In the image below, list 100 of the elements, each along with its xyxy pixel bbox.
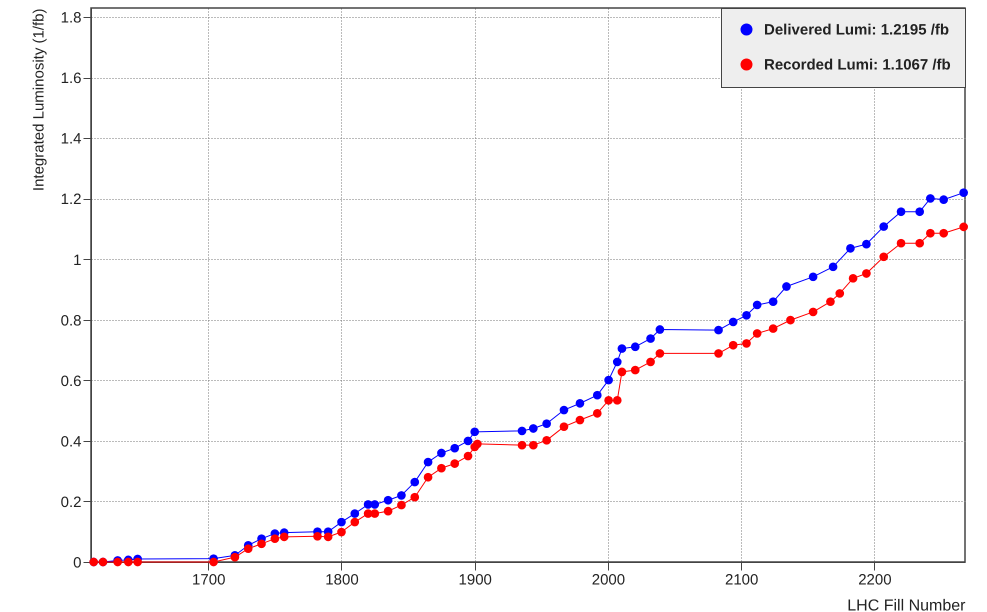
y-tick-label: 1.8: [60, 10, 82, 27]
point: [959, 188, 968, 197]
y-tick-label: 0.2: [60, 494, 82, 511]
point: [337, 518, 346, 526]
legend-label: Recorded Lumi: 1.1067 /fb: [764, 56, 951, 74]
point: [846, 244, 855, 253]
point: [939, 195, 948, 204]
point: [518, 440, 526, 450]
point: [397, 500, 406, 510]
y-tick-label: 0.8: [60, 312, 82, 330]
point: [560, 422, 568, 431]
point: [862, 240, 871, 248]
point: [384, 496, 392, 505]
point: [742, 339, 751, 348]
point: [848, 274, 858, 283]
point: [313, 532, 322, 541]
point: [752, 300, 762, 310]
point: [604, 376, 613, 384]
point: [592, 390, 602, 400]
point: [410, 492, 420, 502]
point: [714, 326, 723, 334]
point: [324, 532, 332, 542]
point: [424, 458, 432, 466]
point: [939, 228, 948, 238]
point: [656, 325, 664, 334]
y-tick-label: 1.6: [60, 70, 82, 88]
point: [450, 459, 460, 468]
point: [437, 464, 446, 472]
point: [835, 289, 844, 298]
point: [270, 534, 280, 544]
point: [828, 262, 838, 272]
y-tick-label: 0: [73, 554, 82, 572]
point: [257, 540, 266, 548]
x-tick-label: 1900: [458, 572, 492, 588]
point: [879, 222, 888, 231]
point: [786, 316, 795, 324]
point: [959, 222, 968, 232]
legend-label: Delivered Lumi: 1.2195 /fb: [764, 22, 950, 38]
point: [410, 478, 420, 486]
point: [612, 396, 622, 405]
point: [424, 472, 432, 482]
x-tick-label: 2000: [592, 572, 626, 588]
point: [612, 358, 622, 366]
point: [604, 396, 613, 405]
y-axis-title: Integrated Luminosity (1/fb): [30, 8, 48, 192]
point: [473, 440, 482, 448]
point: [464, 452, 472, 460]
y-tick-label: 1.4: [60, 130, 82, 148]
y-tick-label: 1: [73, 252, 82, 269]
point: [915, 238, 924, 248]
point: [656, 349, 664, 358]
point: [714, 349, 723, 358]
point: [133, 558, 142, 566]
point: [646, 358, 655, 366]
point: [450, 444, 460, 452]
point: [728, 340, 738, 350]
point: [464, 436, 472, 446]
point: [646, 334, 655, 343]
point: [618, 344, 626, 353]
point: [350, 518, 360, 526]
point: [280, 532, 289, 542]
x-tick-label: 2100: [724, 572, 758, 588]
y-tick-label: 0.4: [60, 433, 82, 450]
point: [926, 228, 935, 238]
point: [397, 491, 406, 500]
point: [896, 238, 906, 248]
point: [915, 207, 924, 216]
point: [529, 440, 538, 450]
point: [576, 399, 584, 408]
point: [728, 318, 738, 326]
x-axis-title: LHC Fill Number: [847, 598, 966, 612]
point: [808, 272, 818, 282]
point: [742, 310, 751, 320]
point: [529, 424, 538, 433]
y-tick-label: 0.6: [60, 372, 82, 390]
y-tick-label: 1.2: [60, 191, 82, 208]
point: [370, 509, 380, 518]
x-tick-label: 1800: [325, 572, 359, 588]
point: [862, 269, 871, 278]
x-tick-label: 2200: [858, 572, 892, 588]
point: [630, 342, 640, 352]
point: [879, 252, 888, 262]
point: [542, 419, 551, 428]
point: [209, 558, 218, 566]
point: [752, 329, 762, 338]
point: [560, 406, 568, 414]
point: [337, 528, 346, 536]
point: [808, 308, 818, 316]
point: [826, 297, 835, 306]
point: [630, 366, 640, 374]
point: [768, 324, 778, 333]
point: [618, 368, 626, 376]
point: [542, 436, 551, 445]
point: [244, 544, 253, 553]
point: [576, 416, 584, 424]
point: [782, 282, 791, 291]
point: [768, 297, 778, 306]
point: [592, 409, 602, 418]
point: [384, 506, 392, 516]
x-tick-label: 1700: [192, 572, 226, 588]
